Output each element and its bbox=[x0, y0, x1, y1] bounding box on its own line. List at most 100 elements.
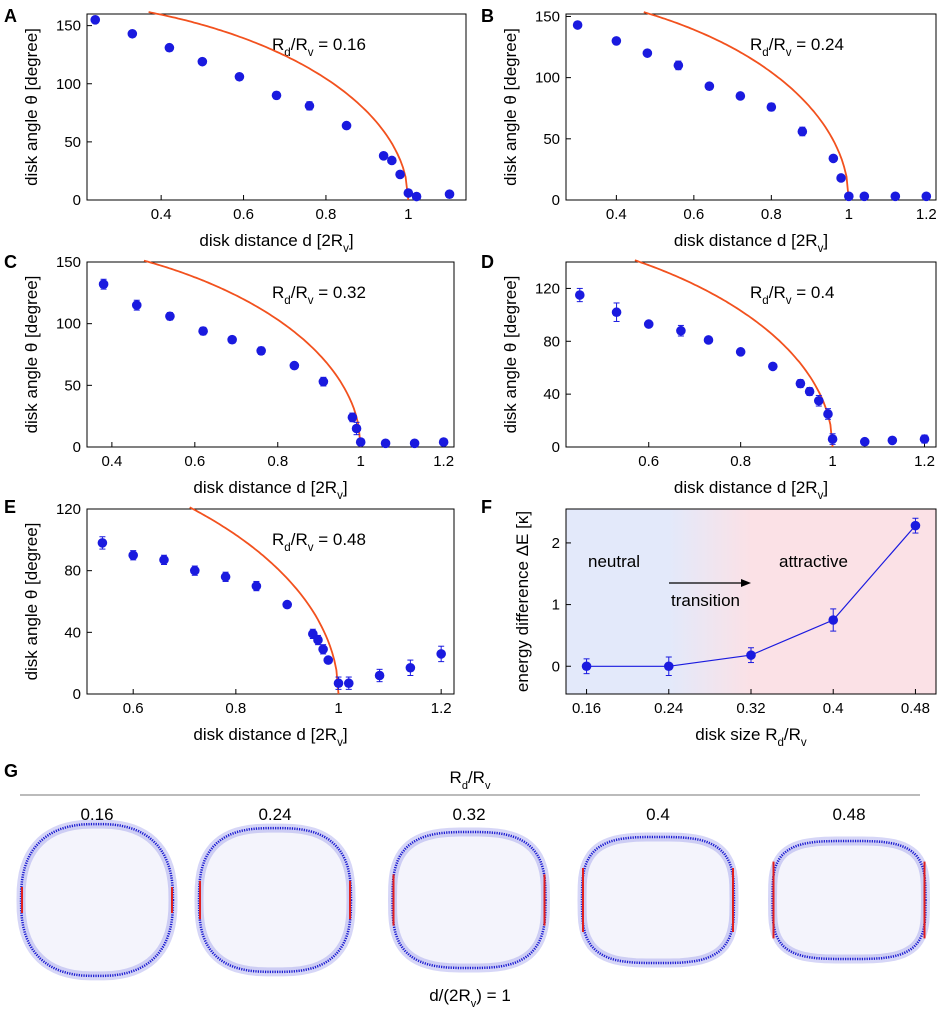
data-point bbox=[198, 326, 208, 336]
shape-ratio-label: 0.24 bbox=[258, 805, 291, 824]
y-tick-label: 150 bbox=[535, 8, 560, 25]
panel-g-shapes: Rd/Rv d/(2Rv) = 1 0.16 0.24 0.32 0.4 0.48 bbox=[16, 768, 931, 1010]
x-tick-label: 0.8 bbox=[225, 700, 246, 717]
x-tick-label: 0.8 bbox=[761, 206, 782, 223]
data-point bbox=[859, 436, 870, 447]
chart-c: 0.4 0.6 0.8 1 1.2 0 50 100 150 disk distance d [2… bbox=[22, 254, 455, 502]
y-tick-label: 40 bbox=[64, 624, 81, 641]
panel-label-f: F bbox=[481, 497, 492, 517]
g-footer-label: d/(2Rv) = 1 bbox=[429, 986, 511, 1010]
data-point bbox=[351, 423, 362, 434]
data-point bbox=[921, 191, 932, 202]
data-point bbox=[289, 360, 300, 371]
data-point bbox=[572, 20, 583, 30]
data-point bbox=[919, 434, 930, 444]
shape-ratio-label: 0.4 bbox=[646, 805, 670, 824]
chart-b: 0.4 0.6 0.8 1 1.2 0 50 100 150 disk distance d [2… bbox=[501, 8, 937, 255]
arrow-head-icon bbox=[741, 579, 751, 587]
chart-f: 0.16 0.24 0.32 0.4 0.48 0 1 2 disk size Rd/Rv ene… bbox=[513, 508, 937, 749]
plot-frame bbox=[86, 508, 455, 695]
data-point bbox=[703, 335, 714, 345]
fit-curve bbox=[634, 259, 834, 448]
data-point bbox=[611, 307, 622, 318]
data-point bbox=[323, 655, 334, 665]
x-tick-label: 0.24 bbox=[654, 700, 683, 717]
shape-ratio-label: 0.32 bbox=[452, 805, 485, 824]
data-point bbox=[189, 565, 200, 576]
data-point bbox=[256, 346, 266, 356]
x-tick-label: 0.6 bbox=[683, 206, 704, 223]
transition-label: transition bbox=[671, 591, 740, 610]
data-point bbox=[890, 191, 901, 202]
ratio-annotation: Rd/Rv = 0.48 bbox=[272, 530, 366, 554]
x-tick-label: 0.4 bbox=[606, 206, 627, 223]
data-point bbox=[347, 412, 358, 423]
region-background bbox=[566, 509, 936, 694]
x-tick-label: 0.4 bbox=[823, 700, 844, 717]
data-point bbox=[438, 437, 449, 447]
g-header-label: Rd/Rv bbox=[450, 768, 491, 792]
x-tick-label: 1 bbox=[828, 453, 836, 470]
x-axis-label: disk distance d [2Rv] bbox=[674, 478, 828, 502]
x-tick-label: 1.2 bbox=[431, 700, 452, 717]
data-point bbox=[98, 279, 109, 290]
x-tick-label: 1.2 bbox=[916, 206, 937, 223]
data-point bbox=[643, 319, 654, 329]
y-tick-label: 40 bbox=[543, 386, 560, 403]
neutral-label: neutral bbox=[588, 552, 640, 571]
plot-frame bbox=[565, 261, 937, 448]
panel-label-b: B bbox=[481, 6, 494, 26]
y-tick-label: 100 bbox=[535, 70, 560, 87]
x-tick-label: 0.4 bbox=[151, 206, 172, 223]
data-point bbox=[827, 434, 838, 444]
y-tick-label: 120 bbox=[56, 501, 81, 518]
data-point bbox=[828, 153, 839, 164]
x-tick-label: 0.6 bbox=[184, 453, 205, 470]
data-point bbox=[581, 661, 592, 672]
plot-frame bbox=[86, 13, 467, 201]
data-point bbox=[220, 572, 231, 582]
data-point bbox=[663, 661, 674, 672]
data-point bbox=[378, 151, 389, 161]
y-tick-label: 0 bbox=[552, 439, 560, 456]
data-point bbox=[642, 48, 653, 58]
plot-frame bbox=[86, 261, 455, 448]
data-point bbox=[823, 409, 833, 419]
data-point bbox=[97, 538, 108, 548]
data-point bbox=[813, 395, 824, 406]
x-axis-label: disk size Rd/Rv bbox=[695, 725, 807, 749]
x-axis-label: disk distance d [2Rv] bbox=[674, 231, 828, 255]
data-point bbox=[380, 438, 391, 449]
data-point bbox=[164, 42, 175, 53]
vesicle-membrane bbox=[771, 839, 927, 961]
data-point bbox=[704, 81, 715, 91]
data-point bbox=[436, 649, 446, 659]
y-tick-label: 150 bbox=[56, 254, 81, 271]
ratio-annotation: Rd/Rv = 0.24 bbox=[750, 35, 844, 59]
y-tick-label: 0 bbox=[552, 192, 560, 209]
chart-a: 0.4 0.6 0.8 1 0 50 100 150 disk distance d [2Rv]… bbox=[22, 11, 467, 255]
y-tick-label: 0 bbox=[73, 192, 81, 209]
x-tick-label: 1.2 bbox=[914, 453, 935, 470]
fit-curve bbox=[189, 506, 340, 695]
data-point bbox=[318, 644, 328, 655]
data-point bbox=[282, 599, 292, 610]
data-point bbox=[343, 678, 354, 689]
chart-d: 0.6 0.8 1 1.2 0 40 80 120 disk distance d [2Rv] d… bbox=[501, 259, 937, 502]
vesicle-membrane bbox=[197, 826, 353, 974]
y-axis-label: disk angle θ [degree] bbox=[22, 523, 41, 681]
x-tick-label: 1 bbox=[845, 206, 853, 223]
data-point bbox=[128, 550, 138, 561]
data-point bbox=[313, 635, 323, 645]
shape-ratio-label: 0.16 bbox=[80, 805, 113, 824]
data-point bbox=[234, 71, 245, 82]
data-point bbox=[735, 347, 746, 357]
data-point bbox=[887, 435, 898, 446]
data-point bbox=[766, 102, 777, 112]
panel-label-d: D bbox=[481, 252, 494, 272]
data-point bbox=[611, 36, 622, 46]
vesicle-membrane bbox=[19, 822, 175, 978]
data-point bbox=[165, 311, 175, 322]
y-tick-label: 50 bbox=[64, 134, 81, 151]
